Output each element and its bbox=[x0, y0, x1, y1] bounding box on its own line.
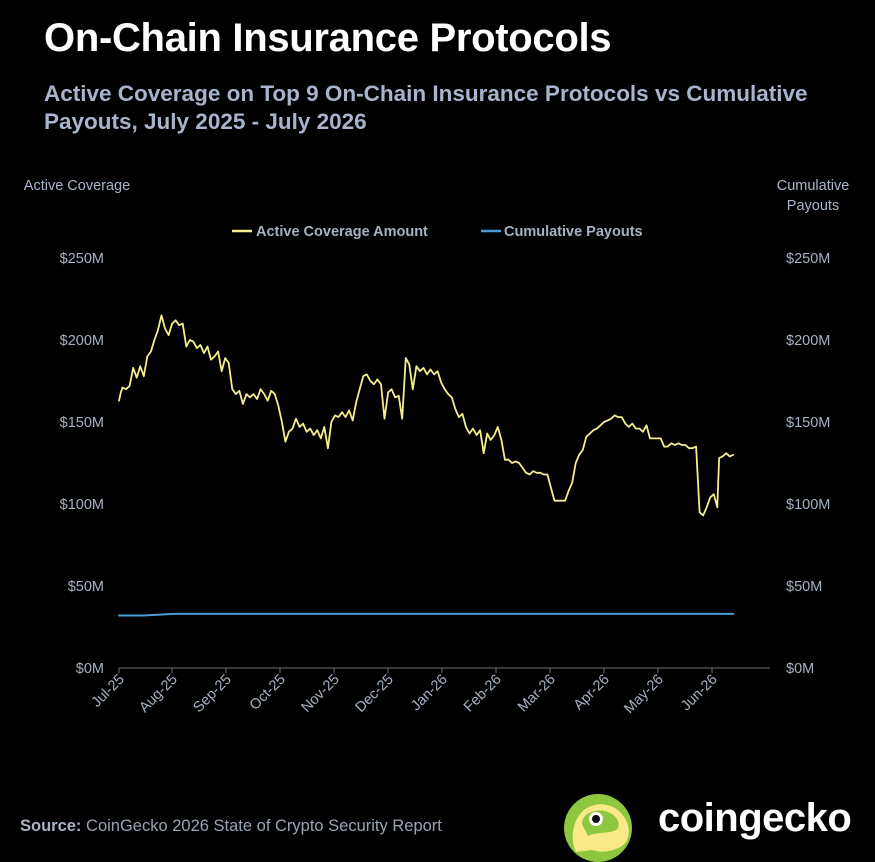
line-chart: Active Coverage Amount Cumulative Payout… bbox=[60, 224, 831, 717]
coingecko-logo: coingecko bbox=[564, 790, 875, 862]
x-tick-label: Jan-26 bbox=[408, 672, 451, 715]
left-axis-title: Active Coverage bbox=[23, 178, 131, 194]
x-tick-label: Oct-25 bbox=[247, 672, 289, 714]
y-tick-left: $0M bbox=[76, 661, 104, 677]
series-layer bbox=[118, 314, 735, 617]
y-tick-left: $150M bbox=[60, 415, 104, 431]
y-axis-right: $0M $50M $100M $150M $200M $250M bbox=[786, 251, 830, 677]
chart-subtitle: Active Coverage on Top 9 On-Chain Insura… bbox=[44, 81, 808, 134]
x-tick-label: Dec-25 bbox=[352, 672, 396, 716]
y-tick-left: $50M bbox=[68, 579, 104, 595]
y-tick-left: $200M bbox=[60, 333, 104, 349]
brand-name: coingecko bbox=[658, 796, 852, 840]
x-tick-label: Apr-26 bbox=[571, 672, 613, 714]
source-label: Source: bbox=[20, 817, 82, 835]
legend-label-payouts: Cumulative Payouts bbox=[504, 224, 643, 240]
y-tick-right: $50M bbox=[786, 579, 822, 595]
y-axis-left: $0M $50M $100M $150M $200M $250M bbox=[60, 251, 104, 677]
y-tick-left: $100M bbox=[60, 497, 104, 513]
x-tick-label: Jul-25 bbox=[89, 672, 128, 711]
x-tick-label: Mar-26 bbox=[515, 672, 559, 716]
y-tick-right: $0M bbox=[786, 661, 814, 677]
y-tick-left: $250M bbox=[60, 251, 104, 267]
source-text: CoinGecko 2026 State of Crypto Security … bbox=[86, 817, 442, 835]
y-tick-right: $150M bbox=[786, 415, 830, 431]
y-tick-right: $200M bbox=[786, 333, 830, 349]
x-tick-label: Aug-25 bbox=[136, 672, 180, 716]
x-tick-label: Feb-26 bbox=[461, 672, 505, 716]
right-axis-title: Cumulative Payouts bbox=[776, 178, 850, 214]
series-line-active-coverage bbox=[118, 314, 735, 517]
x-tick-label: Jun-26 bbox=[678, 672, 721, 715]
gecko-icon bbox=[564, 794, 632, 862]
y-tick-right: $250M bbox=[786, 251, 830, 267]
legend: Active Coverage Amount Cumulative Payout… bbox=[232, 224, 643, 240]
x-tick-label: Sep-25 bbox=[190, 672, 234, 716]
y-tick-right: $100M bbox=[786, 497, 830, 513]
x-tick-label: Nov-25 bbox=[298, 672, 342, 716]
x-axis: Jul-25 Aug-25 Sep-25 Oct-25 Nov-25 Dec-25 Jan-… bbox=[89, 668, 721, 717]
legend-label-coverage: Active Coverage Amount bbox=[256, 224, 428, 240]
chart-title: On-Chain Insurance Protocols bbox=[44, 16, 612, 60]
x-tick-label: May-26 bbox=[621, 672, 667, 718]
series-line-cumulative-payouts bbox=[118, 612, 735, 617]
source-note: Source: CoinGecko 2026 State of Crypto S… bbox=[20, 816, 480, 837]
